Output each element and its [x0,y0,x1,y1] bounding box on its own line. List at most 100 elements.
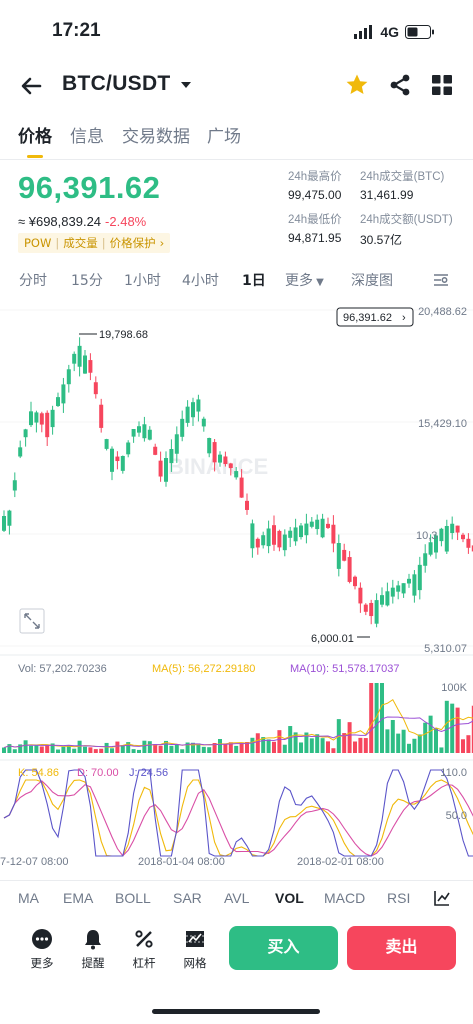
volume-bar [228,742,233,753]
indicator-boll[interactable]: BOLL [115,890,151,906]
volume-bar [358,737,363,753]
candle-body [110,448,114,472]
candle-body [61,384,66,404]
leverage-button[interactable]: 杠杆 [124,928,164,971]
volume-bar [444,700,449,753]
interval-more[interactable]: 更多 ▼ [285,270,324,290]
current-price-tag[interactable]: 96,391.62 › [336,307,414,327]
candle-body [336,543,341,569]
interval-time[interactable]: 分时 [19,273,47,289]
bottom-action-bar: 更多 提醒 杠杆 网格 买入 卖出 [0,918,473,988]
y-axis-label-2: 15,429.10 [418,418,467,430]
volume-bar [450,703,455,753]
tab-square[interactable]: 广场 [207,127,241,147]
volume-bar [39,746,44,753]
candle-body [299,525,303,538]
candle-body [164,458,168,482]
candle-body [304,523,309,536]
volume-bar [347,722,352,753]
candle-body [407,578,411,584]
candle-body [158,460,163,477]
volume-bar [320,738,325,753]
back-arrow-icon[interactable] [18,72,46,100]
caret-down-icon[interactable] [180,80,192,90]
chart-area[interactable]: BINANCE 96,391.62 › 20,488.62 15,429.10 … [0,288,473,880]
candle-body [412,574,417,596]
indicator-avl[interactable]: AVL [224,890,250,906]
indicator-ma[interactable]: MA [18,890,39,906]
sell-button[interactable]: 卖出 [347,926,456,970]
indicator-settings-icon[interactable] [433,889,451,907]
chart-settings-icon[interactable] [432,271,450,289]
volume-bar [12,749,17,753]
interval-15m[interactable]: 15分 [71,273,103,289]
tab-info[interactable]: 信息 [70,127,104,147]
volume-axis-label: 100K [441,682,467,694]
volume-bar [66,745,71,753]
indicator-macd[interactable]: MACD [324,890,366,906]
y-axis-label-top: 20,488.62 [418,306,467,318]
candle-body [326,523,330,528]
candle-body [369,602,374,617]
pair-title[interactable]: BTC/USDT [62,72,171,95]
tab-trading-data[interactable]: 交易数据 [122,127,190,147]
candle-body [320,518,325,538]
indicator-vol[interactable]: VOL [275,890,304,906]
volume-bar [88,747,93,753]
candle-body [72,353,77,364]
star-icon[interactable] [344,72,370,98]
candlestick-chart[interactable]: BINANCE 96,391.62 › 20,488.62 15,429.10 … [0,288,473,880]
interval-4h[interactable]: 4小时 [182,273,219,289]
candle-body [250,523,255,549]
candle-body [34,412,39,423]
interval-1h[interactable]: 1小时 [124,273,161,289]
grid-button[interactable]: 网格 [175,928,215,971]
volume-bar [196,743,201,753]
volume-bar [385,729,390,753]
candle-body [185,406,190,423]
candle-body [147,429,152,440]
share-icon[interactable] [387,72,413,98]
tag-volume[interactable]: 成交量 [63,236,98,250]
candle-body [23,429,28,438]
candle-body [390,587,395,597]
interval-1d[interactable]: 1日 [242,273,266,289]
volume-bar [72,748,77,753]
tag-price-protection[interactable]: 价格保护 [109,236,156,250]
candle-body [191,402,195,418]
candle-body [401,583,406,594]
volume-bar [164,740,168,753]
alert-button[interactable]: 提醒 [73,928,113,971]
volume-bar [218,738,222,753]
x-axis-label-1: 7-12-07 08:00 [0,856,69,868]
candle-body [282,534,287,551]
bell-icon [85,930,101,950]
indicator-rsi[interactable]: RSI [387,890,411,906]
leverage-icon [135,930,153,948]
volume-bar [315,734,320,753]
candle-body [261,535,266,546]
indicator-sar[interactable]: SAR [173,890,202,906]
candle-body [234,471,239,478]
tag-pow[interactable]: POW [24,236,52,250]
more-button[interactable]: 更多 [22,928,62,971]
volume-bar [353,741,357,753]
active-tab-indicator [27,155,43,158]
kdj-legend-j: J: 24.56 [129,767,168,779]
buy-button[interactable]: 买入 [229,926,338,970]
high-marker-label: 19,798.68 [99,329,148,341]
candle-body [331,524,336,544]
expand-chart-button[interactable] [19,608,45,634]
candle-body [385,591,390,606]
candle-body [255,538,260,548]
low-marker-label: 6,000.01 [311,633,354,645]
volume-bar [185,742,190,753]
kdj-axis-top: 110.0 [440,767,467,779]
indicator-ema[interactable]: EMA [63,890,94,906]
grid-layout-icon[interactable] [429,72,455,98]
interval-depth[interactable]: 深度图 [351,273,393,289]
tab-price[interactable]: 价格 [18,127,52,147]
expand-icon [24,613,40,629]
tag-row[interactable]: POW | 成交量 | 价格保护 › [18,233,171,253]
stat-vol-usdt-value: 30.57亿 [360,233,403,247]
